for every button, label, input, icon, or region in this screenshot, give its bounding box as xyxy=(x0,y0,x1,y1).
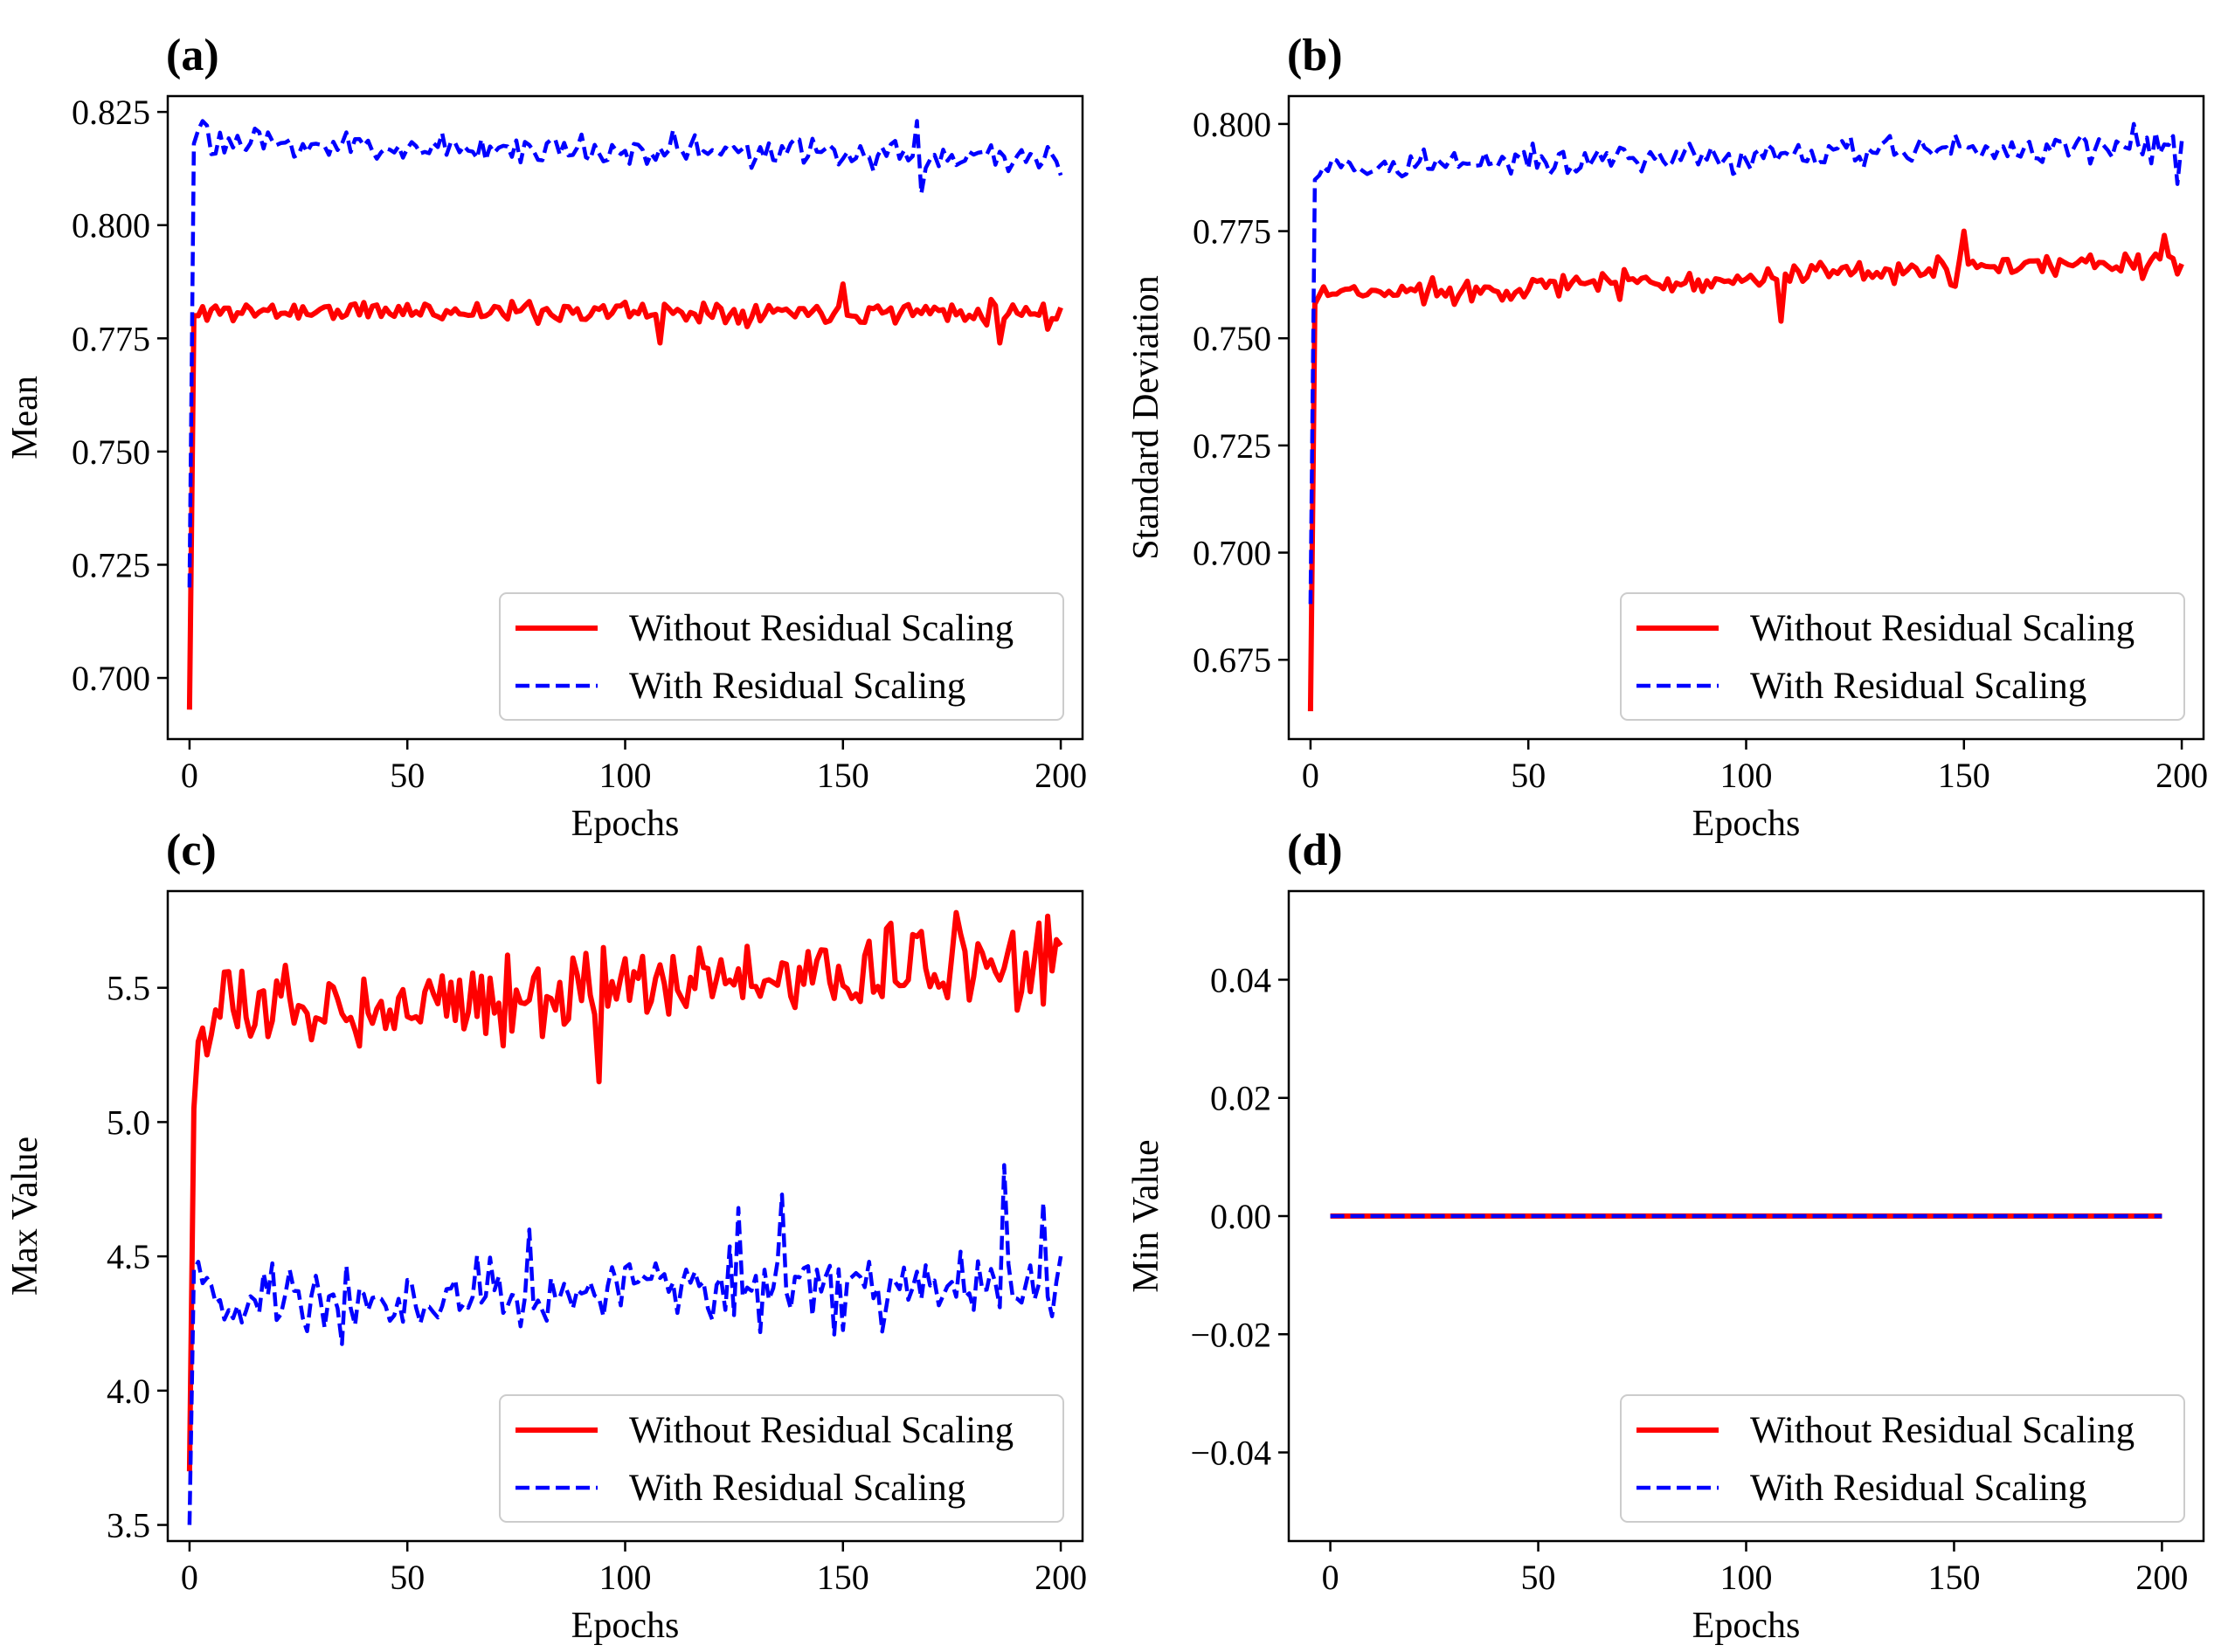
y-tick-label: 0.825 xyxy=(72,93,150,132)
x-tick-label: 0 xyxy=(1322,1558,1339,1597)
x-axis-label: Epochs xyxy=(571,1606,680,1646)
x-tick-label: 150 xyxy=(817,756,869,795)
x-tick-label: 100 xyxy=(599,1558,652,1597)
y-tick-label: 3.5 xyxy=(107,1506,150,1545)
y-tick-label: 0.02 xyxy=(1210,1079,1271,1118)
y-tick-label: 5.5 xyxy=(107,969,150,1008)
y-tick-label: 0.700 xyxy=(1193,534,1271,573)
legend-label: Without Residual Scaling xyxy=(1750,608,2135,649)
y-axis-label: Mean xyxy=(5,376,45,460)
legend-label: With Residual Scaling xyxy=(629,1468,965,1509)
x-tick-label: 50 xyxy=(390,1558,425,1597)
panel-label: (c) xyxy=(166,826,217,875)
x-tick-label: 200 xyxy=(1034,756,1087,795)
x-axis-label: Epochs xyxy=(1692,1606,1801,1646)
legend-box xyxy=(1620,1394,2185,1523)
legend-label: With Residual Scaling xyxy=(1750,666,2086,707)
y-tick-label: 0.700 xyxy=(72,659,150,698)
legend-label: Without Residual Scaling xyxy=(629,608,1014,649)
x-tick-label: 200 xyxy=(2155,756,2208,795)
legend: Without Residual Scaling With Residual Sc… xyxy=(499,1394,1064,1523)
panel-label: (b) xyxy=(1287,31,1343,80)
y-tick-label: 0.775 xyxy=(1193,212,1271,252)
y-tick-label: 0.725 xyxy=(72,545,150,584)
series-line-with-scaling xyxy=(187,1163,1063,1525)
x-tick-label: 0 xyxy=(181,756,198,795)
y-tick-label: 0.750 xyxy=(1193,319,1271,358)
series-line-with-scaling xyxy=(187,119,1063,588)
y-axis-label: Standard Deviation xyxy=(1126,275,1166,559)
y-tick-label: 0.04 xyxy=(1210,960,1271,999)
chart-panel-c: (c) 0 50 100 150 200 3.5 4.0 4.5 5.0 5.5 Epochs Max … xyxy=(5,826,1087,1646)
x-tick-label: 150 xyxy=(1938,756,1990,795)
chart-panel-d: (d) 0 50 100 150 200 −0.04 −0.02 0.00 0.02 0.04 Epo… xyxy=(1126,826,2205,1646)
y-axis-label: Min Value xyxy=(1126,1139,1166,1292)
chart-panel-b: (b) 0 50 100 150 200 0.675 0.700 0.725 0.750 0.775… xyxy=(1126,31,2208,844)
y-axis-label: Max Value xyxy=(5,1137,45,1296)
y-tick-label: −0.02 xyxy=(1190,1315,1271,1354)
x-axis-label: Epochs xyxy=(571,804,680,844)
panel-label: (a) xyxy=(166,31,219,80)
x-axis-label: Epochs xyxy=(1692,804,1801,844)
legend-label: With Residual Scaling xyxy=(1750,1468,2086,1509)
x-tick-label: 100 xyxy=(599,756,652,795)
x-tick-label: 100 xyxy=(1720,1558,1773,1597)
y-tick-label: 0.750 xyxy=(72,432,150,472)
x-tick-label: 200 xyxy=(1034,1558,1087,1597)
y-tick-label: 5.0 xyxy=(107,1102,150,1142)
x-tick-label: 200 xyxy=(2135,1558,2188,1597)
legend: Without Residual Scaling With Residual Sc… xyxy=(1620,1394,2185,1523)
legend-label: Without Residual Scaling xyxy=(1750,1410,2135,1451)
series-line-without-scaling xyxy=(186,281,1063,710)
legend-label: With Residual Scaling xyxy=(629,666,965,707)
x-tick-label: 150 xyxy=(817,1558,869,1597)
panel-label: (d) xyxy=(1287,826,1343,875)
legend-box xyxy=(1620,592,2185,721)
y-tick-label: −0.04 xyxy=(1190,1434,1271,1473)
x-tick-label: 150 xyxy=(1927,1558,1980,1597)
legend: Without Residual Scaling With Residual Sc… xyxy=(1620,592,2185,721)
series-line-without-scaling xyxy=(1307,228,2184,712)
y-tick-label: 4.5 xyxy=(107,1237,150,1276)
x-tick-label: 50 xyxy=(390,756,425,795)
legend-box xyxy=(499,1394,1064,1523)
y-tick-label: 0.725 xyxy=(1193,426,1271,466)
y-tick-label: 4.0 xyxy=(107,1372,150,1411)
legend: Without Residual Scaling With Residual Sc… xyxy=(499,592,1064,721)
x-tick-label: 100 xyxy=(1720,756,1773,795)
x-tick-label: 0 xyxy=(181,1558,198,1597)
y-tick-label: 0.800 xyxy=(72,206,150,245)
x-tick-label: 0 xyxy=(1302,756,1319,795)
x-tick-label: 50 xyxy=(1511,756,1546,795)
y-tick-label: 0.675 xyxy=(1193,640,1271,680)
y-tick-label: 0.00 xyxy=(1210,1197,1271,1236)
legend-box xyxy=(499,592,1064,721)
y-tick-label: 0.775 xyxy=(72,319,150,358)
chart-panel-a: (a) 0 50 100 150 200 0.700 0.725 0.750 0.775 0.800… xyxy=(5,31,1087,844)
legend-label: Without Residual Scaling xyxy=(629,1410,1014,1451)
x-tick-label: 50 xyxy=(1521,1558,1556,1597)
series-line-without-scaling xyxy=(186,909,1063,1472)
y-tick-label: 0.800 xyxy=(1193,105,1271,144)
series-line-with-scaling xyxy=(1308,121,2184,605)
